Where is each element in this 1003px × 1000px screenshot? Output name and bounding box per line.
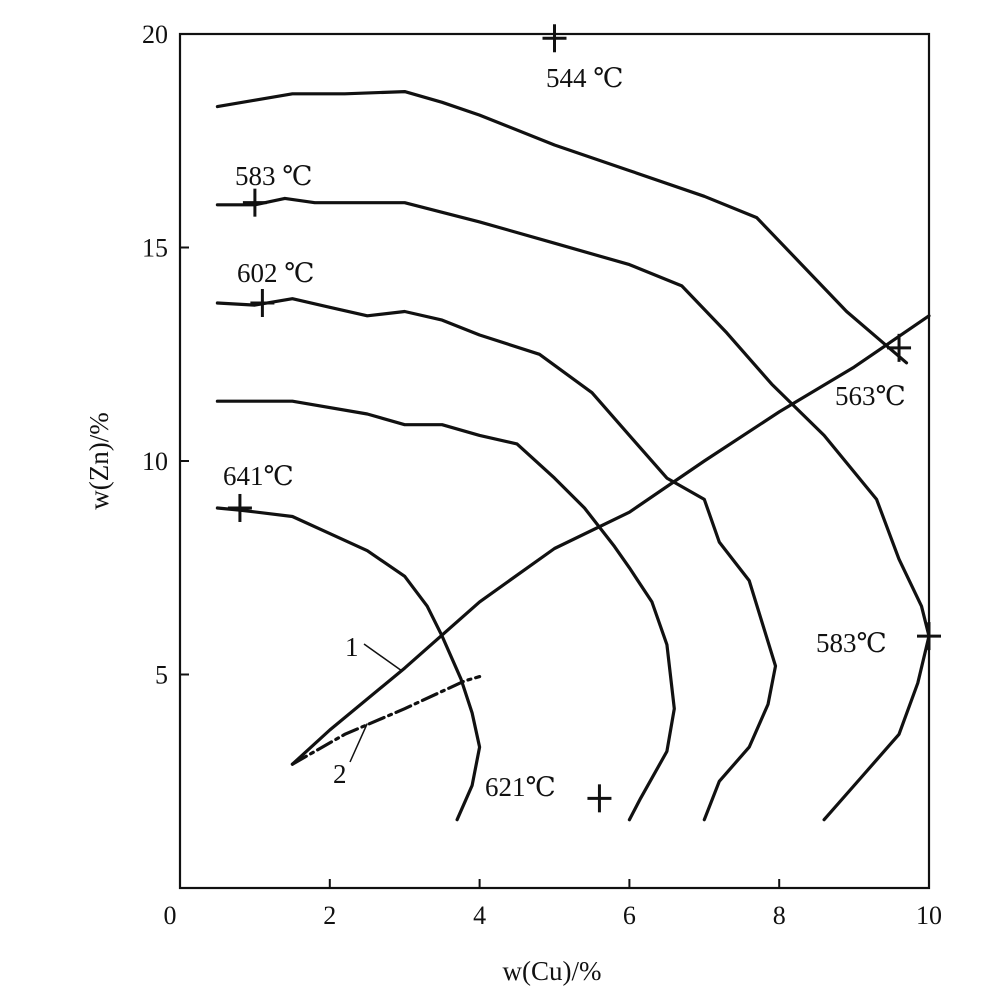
x-tick-label: 4 xyxy=(473,901,486,930)
line-2-label: 2 xyxy=(333,759,347,789)
y-axis-title: w(Zn)/% xyxy=(84,412,114,509)
isotherm-curve-2 xyxy=(215,196,931,822)
y-tick-label: 5 xyxy=(155,661,168,690)
temperature-label: 563℃ xyxy=(835,381,906,411)
temperature-label: 641℃ xyxy=(223,461,294,491)
line-2 xyxy=(290,674,482,766)
isotherm-curves xyxy=(215,89,931,822)
temperature-label: 621℃ xyxy=(485,772,556,802)
temperature-label: 602 ℃ xyxy=(237,258,314,288)
axis-tick-labels: 0 2 4 6 8 10 5 10 15 20 xyxy=(142,20,942,930)
line-1-leader xyxy=(363,643,402,671)
isotherm-curve-1 xyxy=(215,89,909,365)
line-1 xyxy=(290,314,931,766)
temperature-label: 583℃ xyxy=(816,628,887,658)
y-tick-label: 20 xyxy=(142,20,168,49)
axis-ticks xyxy=(180,33,781,888)
temperature-label: 583 ℃ xyxy=(235,161,312,191)
isotherm-curve-4 xyxy=(215,399,676,822)
isotherm-curve-3 xyxy=(215,297,778,822)
x-tick-label: 8 xyxy=(773,901,786,930)
y-tick-label: 10 xyxy=(142,447,168,476)
line-1-label: 1 xyxy=(345,632,359,662)
x-tick-label: 0 xyxy=(164,901,177,930)
y-tick-label: 15 xyxy=(142,234,168,263)
x-axis-title: w(Cu)/% xyxy=(503,956,602,986)
line-2-leader xyxy=(349,723,368,763)
x-tick-label: 10 xyxy=(916,901,942,930)
temperature-label: 544 ℃ xyxy=(546,63,623,93)
x-tick-label: 6 xyxy=(623,901,636,930)
reference-lines xyxy=(290,314,931,766)
x-tick-label: 2 xyxy=(323,901,336,930)
annotation-labels: 544 ℃ 583 ℃ 602 ℃ 641℃ 563℃ 583℃ 621℃ 1 2 xyxy=(223,63,906,802)
temperature-markers xyxy=(227,24,941,813)
isotherm-curve-5 xyxy=(215,506,482,822)
